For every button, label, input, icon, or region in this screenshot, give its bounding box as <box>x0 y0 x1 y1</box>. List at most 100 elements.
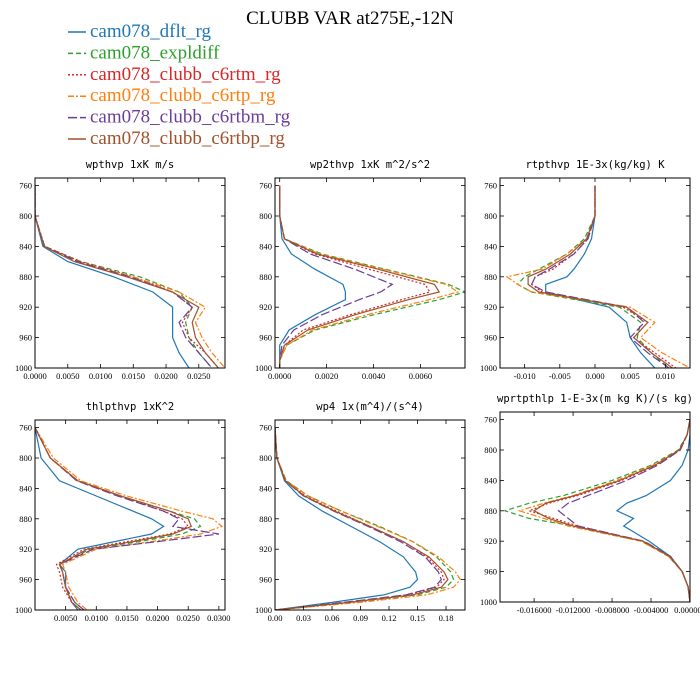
series-line-cam078_clubb_c6rtp_rg <box>279 185 460 368</box>
series-line-cam078_clubb_c6rtp_rg <box>35 427 224 610</box>
x-tick-label: 0.0200 <box>146 613 169 623</box>
x-tick-label: 0.0020 <box>315 371 338 381</box>
plot-frame <box>274 419 466 611</box>
y-tick-label: 960 <box>259 575 272 585</box>
panel-3: rtpthvp 1E-3x(kg/kg) K 760 800 840 880 920 960… <box>480 159 691 381</box>
series-line-cam078_clubb_c6rtm_rg <box>527 419 690 602</box>
x-tick-label: 0.18 <box>439 613 454 623</box>
series-line-cam078_clubb_c6rtbm_rg <box>279 185 394 368</box>
x-tick-label: 0.0100 <box>85 613 108 623</box>
panel-title: wp4 1x(m^4)/(s^4) <box>316 401 423 413</box>
y-tick-label: 760 <box>259 423 272 433</box>
panel-1: wpthvp 1xK m/s76080084088092096010000.00… <box>15 159 226 381</box>
x-tick-label: 0.0150 <box>115 613 138 623</box>
y-tick-label: 960 <box>484 333 497 343</box>
series-line-cam078_clubb_c6rtbp_rg <box>527 185 673 368</box>
y-tick-label: 760 <box>484 415 497 425</box>
series-line-cam078_expldiff <box>35 185 213 368</box>
x-tick-label: 0.0200 <box>154 371 177 381</box>
series-line-cam078_expldiff <box>502 419 690 602</box>
panel-title: thlpthvp 1xK^2 <box>86 401 175 413</box>
y-tick-label: 800 <box>259 453 272 463</box>
figure-title: CLUBB VAR at275E,-12N <box>246 8 454 29</box>
series-line-cam078_clubb_c6rtbm_rg <box>530 185 670 368</box>
y-tick-label: 960 <box>484 567 497 577</box>
series-line-cam078_expldiff <box>275 427 455 610</box>
y-tick-label: 960 <box>19 575 32 585</box>
x-tick-label: 0.000000 <box>674 605 700 615</box>
x-tick-label: 0.0060 <box>409 371 432 381</box>
y-tick-label: 840 <box>19 483 32 493</box>
series-line-cam078_expldiff <box>516 185 670 368</box>
series-line-cam078_dflt_rg <box>279 185 346 368</box>
x-tick-label: 0.03 <box>296 613 311 623</box>
y-tick-label: 1000 <box>15 363 32 373</box>
legend-label-cam078_dflt_rg: cam078_dflt_rg <box>90 21 212 42</box>
plot-frame <box>34 419 226 611</box>
x-tick-label: 0.0250 <box>187 371 210 381</box>
x-tick-label: -0.008000 <box>595 605 630 615</box>
series-line-cam078_dflt_rg <box>545 185 656 368</box>
series-line-cam078_clubb_c6rtbm_rg <box>35 185 213 368</box>
series-line-cam078_clubb_c6rtbp_rg <box>35 185 219 368</box>
x-tick-label: 0.005 <box>621 371 640 381</box>
legend-label-cam078_clubb_c6rtm_rg: cam078_clubb_c6rtm_rg <box>90 64 281 85</box>
y-tick-label: 840 <box>484 475 497 485</box>
panel-2: wp2thvp 1xK m^2/s^2 760 800 840 880 920 960 100… <box>255 159 466 381</box>
series-line-cam078_clubb_c6rtbp_rg <box>279 185 441 368</box>
y-tick-label: 880 <box>484 506 497 516</box>
y-tick-label: 1000 <box>480 363 497 373</box>
x-tick-label: -0.004000 <box>634 605 669 615</box>
y-tick-label: 1000 <box>255 605 272 615</box>
series-line-cam078_clubb_c6rtbm_rg <box>35 427 219 610</box>
x-tick-label: -0.005 <box>549 371 571 381</box>
x-tick-label: 0.15 <box>410 613 425 623</box>
y-tick-label: 920 <box>259 544 272 554</box>
plot-frame <box>274 177 466 369</box>
panel-title: wprtpthlp 1-E-3x(m kg K)/(s kg) <box>497 393 693 405</box>
plot-frame <box>499 411 691 603</box>
legend-label-cam078_clubb_c6rtbm_rg: cam078_clubb_c6rtbm_rg <box>90 107 291 128</box>
y-tick-label: 960 <box>259 333 272 343</box>
panels: wpthvp 1xK m/s76080084088092096010000.00… <box>15 159 700 623</box>
x-tick-label: -0.012000 <box>556 605 591 615</box>
y-tick-label: 760 <box>259 181 272 191</box>
y-tick-label: 760 <box>484 181 497 191</box>
panel-4: thlpthvp 1xK^2 760 800 840 880 920 960 1000 0.00… <box>15 401 231 623</box>
panel-5: wp4 1x(m^4)/(s^4) 760 800 840 880 920 960 1000 0… <box>255 401 466 623</box>
y-tick-label: 840 <box>19 241 32 251</box>
legend: cam078_dflt_rgcam078_expldiffcam078_club… <box>68 21 291 149</box>
y-tick-label: 800 <box>484 445 497 455</box>
x-tick-label: 0.0000 <box>268 371 291 381</box>
y-tick-label: 800 <box>484 211 497 221</box>
y-tick-label: 1000 <box>255 363 272 373</box>
x-tick-label: 0.0050 <box>54 613 77 623</box>
y-tick-label: 840 <box>259 241 272 251</box>
y-tick-label: 880 <box>484 272 497 282</box>
series-line-cam078_clubb_c6rtbm_rg <box>275 427 442 610</box>
x-tick-label: 0.09 <box>353 613 368 623</box>
series-line-cam078_clubb_c6rtbp_rg <box>532 419 690 602</box>
x-tick-label: 0.0300 <box>207 613 230 623</box>
panel-title: wpthvp 1xK m/s <box>86 159 175 171</box>
x-tick-label: 0.0000 <box>23 371 46 381</box>
y-tick-label: 840 <box>484 241 497 251</box>
panel-6: wprtpthlp 1-E-3x(m kg K)/(s kg)760 800 840… <box>480 393 700 615</box>
y-tick-label: 920 <box>484 536 497 546</box>
x-tick-label: -0.016000 <box>517 605 552 615</box>
y-tick-label: 800 <box>19 453 32 463</box>
series-line-cam078_clubb_c6rtbp_rg <box>35 427 193 610</box>
x-tick-label: 0.0100 <box>89 371 112 381</box>
y-tick-label: 920 <box>259 302 272 312</box>
y-tick-label: 880 <box>259 514 272 524</box>
legend-label-cam078_clubb_c6rtbp_rg: cam078_clubb_c6rtbp_rg <box>90 128 285 149</box>
series-line-cam078_dflt_rg <box>275 427 419 610</box>
y-tick-label: 880 <box>259 272 272 282</box>
y-tick-label: 1000 <box>15 605 32 615</box>
x-tick-label: 0.0040 <box>362 371 385 381</box>
series-line-cam078_clubb_c6rtm_rg <box>35 185 219 368</box>
series-line-cam078_dflt_rg <box>35 427 165 610</box>
x-tick-label: 0.010 <box>656 371 675 381</box>
y-tick-label: 840 <box>259 483 272 493</box>
